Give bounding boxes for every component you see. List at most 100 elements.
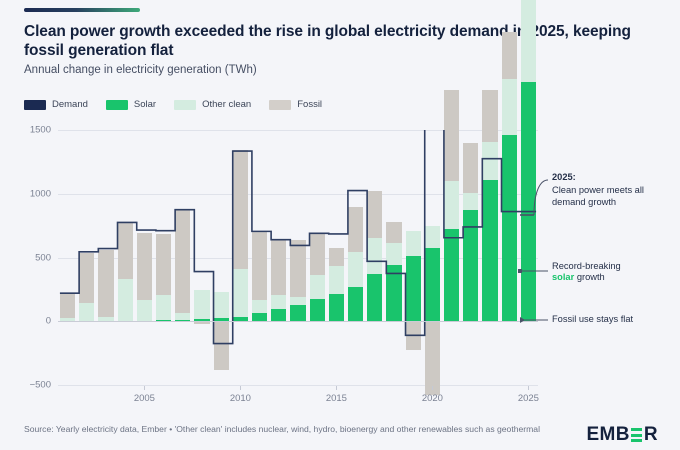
- bar-segment-fossil: [232, 150, 249, 269]
- bar-segment-fossil: [347, 207, 364, 253]
- bar-group[interactable]: [213, 130, 229, 385]
- bar-segment-fossil: [501, 31, 517, 79]
- ember-logo: EMB R: [586, 424, 658, 446]
- bar-group[interactable]: [520, 0, 537, 385]
- bar-group[interactable]: [271, 130, 287, 385]
- bar-segment-solar: [271, 309, 287, 322]
- bar-segment-other: [501, 79, 517, 136]
- x-axis-label-2010: 2010: [229, 393, 251, 404]
- annotation-2025-year: 2025:: [552, 172, 576, 182]
- bar-group[interactable]: [59, 130, 76, 385]
- bar-segment-fossil: [309, 233, 325, 276]
- bar-segment-fossil: [290, 239, 306, 297]
- bar-segment-fossil: [117, 222, 133, 279]
- gridline-1000: [58, 193, 538, 195]
- bar-segment-other: [443, 181, 460, 230]
- bar-group[interactable]: [117, 130, 133, 385]
- legend-label-fossil: Fossil: [297, 99, 323, 110]
- bar-group[interactable]: [328, 130, 345, 385]
- bar-segment-other: [175, 312, 191, 320]
- x-tick-mark-2005: [144, 386, 146, 390]
- bar-group[interactable]: [501, 31, 517, 385]
- bar-segment-solar: [155, 320, 172, 322]
- bar-segment-fossil: [175, 209, 191, 313]
- x-axis-label-2015: 2015: [325, 393, 347, 404]
- bar-segment-other: [232, 268, 249, 318]
- legend-swatch-fossil: [269, 99, 292, 110]
- annotation-2025-text: Clean power meets all demand growth: [552, 185, 644, 207]
- zero-line: [58, 321, 538, 323]
- bar-segment-other: [155, 295, 172, 321]
- y-axis-label-1500: 1500: [29, 124, 51, 136]
- bar-segment-solar: [520, 81, 537, 322]
- bar-group[interactable]: [155, 130, 172, 385]
- bar-group[interactable]: [251, 130, 268, 385]
- logo-green-e-icon: [631, 428, 643, 442]
- bar-segment-other: [194, 289, 210, 320]
- chart-subtitle: Annual change in electricity generation …: [24, 64, 257, 76]
- annotation-2025: 2025: Clean power meets all demand growt…: [552, 172, 648, 208]
- bar-group[interactable]: [136, 130, 153, 385]
- x-tick-mark-2020: [432, 386, 434, 390]
- bar-segment-other: [424, 225, 441, 248]
- bar-group[interactable]: [482, 89, 498, 385]
- annotation-solar-word: solar: [552, 272, 575, 283]
- x-tick-mark-2015: [336, 386, 338, 390]
- x-axis-label-2025: 2025: [517, 393, 539, 404]
- gridline--500: [58, 385, 538, 386]
- bar-group[interactable]: [232, 130, 249, 385]
- bar-group[interactable]: [194, 130, 210, 385]
- annotation-solar-post: growth: [574, 272, 605, 283]
- legend-swatch-demand: [24, 99, 46, 110]
- bar-segment-other: [213, 292, 229, 319]
- bar-segment-other: [79, 303, 95, 322]
- legend-item-demand[interactable]: Demand: [24, 99, 88, 110]
- bar-segment-other: [290, 296, 306, 306]
- logo-text-2: R: [643, 424, 658, 445]
- bar-segment-solar: [443, 229, 460, 322]
- bar-segment-fossil: [271, 240, 287, 295]
- bar-segment-fossil: [463, 143, 479, 194]
- bar-segment-solar: [213, 318, 229, 322]
- bar-segment-solar: [405, 256, 421, 322]
- bar-group[interactable]: [367, 130, 383, 385]
- bar-group[interactable]: [309, 130, 325, 385]
- bar-segment-other: [251, 299, 268, 313]
- legend-item-other-clean[interactable]: Other clean: [174, 99, 251, 110]
- legend-item-fossil[interactable]: Fossil: [269, 99, 322, 110]
- accent-bar: [24, 8, 140, 12]
- bar-segment-fossil: [328, 247, 345, 267]
- gridline-1500: [58, 130, 538, 131]
- logo-text-1: EMB: [586, 424, 630, 445]
- page-title: Clean power growth exceeded the rise in …: [24, 23, 631, 59]
- annotation-solar: Record-breaking solar growth: [552, 261, 656, 284]
- bar-group[interactable]: [463, 130, 479, 385]
- x-axis-label-2020: 2020: [421, 393, 443, 404]
- bar-segment-other: [98, 317, 114, 321]
- bar-group[interactable]: [175, 130, 191, 385]
- bar-group[interactable]: [424, 130, 441, 396]
- x-axis-label-2005: 2005: [133, 393, 155, 404]
- legend-label-other-clean: Other clean: [202, 99, 252, 110]
- bar-segment-fossil: [424, 321, 441, 396]
- bar-segment-other: [136, 300, 153, 321]
- bar-segment-other: [386, 242, 402, 266]
- y-axis-label-500: 500: [35, 252, 51, 263]
- x-tick-mark-2010: [240, 386, 242, 390]
- bar-segment-solar: [501, 135, 517, 322]
- bar-group[interactable]: [347, 130, 364, 385]
- bar-segment-fossil: [251, 232, 268, 300]
- bar-segment-other: [347, 252, 364, 287]
- bar-segment-other: [309, 275, 325, 299]
- bar-group[interactable]: [290, 130, 306, 385]
- bar-group[interactable]: [386, 130, 402, 385]
- bar-group[interactable]: [79, 130, 95, 385]
- source-footnote: Source: Yearly electricity data, Ember •…: [24, 424, 540, 434]
- bar-group[interactable]: [98, 130, 114, 385]
- bar-group[interactable]: [443, 90, 460, 385]
- plot-area: −500 0 500 1000 1500 2005 2010 2015 2020 2025: [30, 0, 539, 404]
- legend-item-solar[interactable]: Solar: [105, 99, 156, 110]
- legend-label-demand: Demand: [52, 99, 88, 110]
- bar-segment-solar: [232, 317, 249, 322]
